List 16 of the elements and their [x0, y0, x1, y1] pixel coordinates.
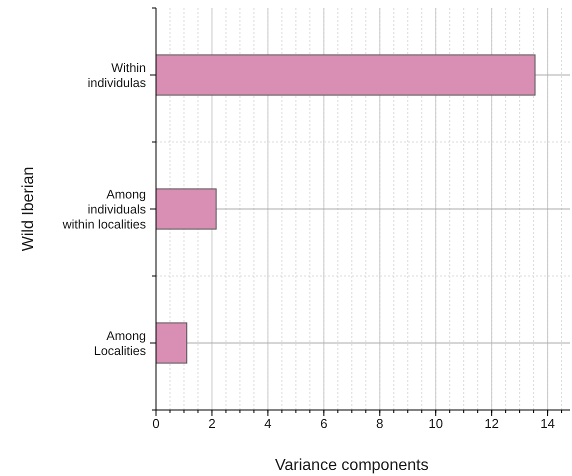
y-axis-title: Wild Iberian — [20, 166, 37, 252]
bar — [156, 322, 188, 364]
x-tick-label: 0 — [152, 416, 160, 432]
x-tick-label: 6 — [320, 416, 328, 432]
bar — [156, 188, 217, 230]
x-tick-label: 4 — [264, 416, 272, 432]
x-tick-label: 14 — [540, 416, 555, 432]
bar — [156, 54, 536, 96]
x-tick-label: 2 — [208, 416, 216, 432]
y-tick-label: Within individulas — [88, 61, 146, 90]
y-tick-label: Among individuals within localities — [62, 188, 146, 232]
x-axis-title: Variance components — [275, 457, 429, 474]
x-tick-label: 10 — [428, 416, 443, 432]
y-tick-label: Among Localities — [94, 329, 146, 358]
x-tick-label: 8 — [376, 416, 384, 432]
x-tick-label: 12 — [484, 416, 499, 432]
